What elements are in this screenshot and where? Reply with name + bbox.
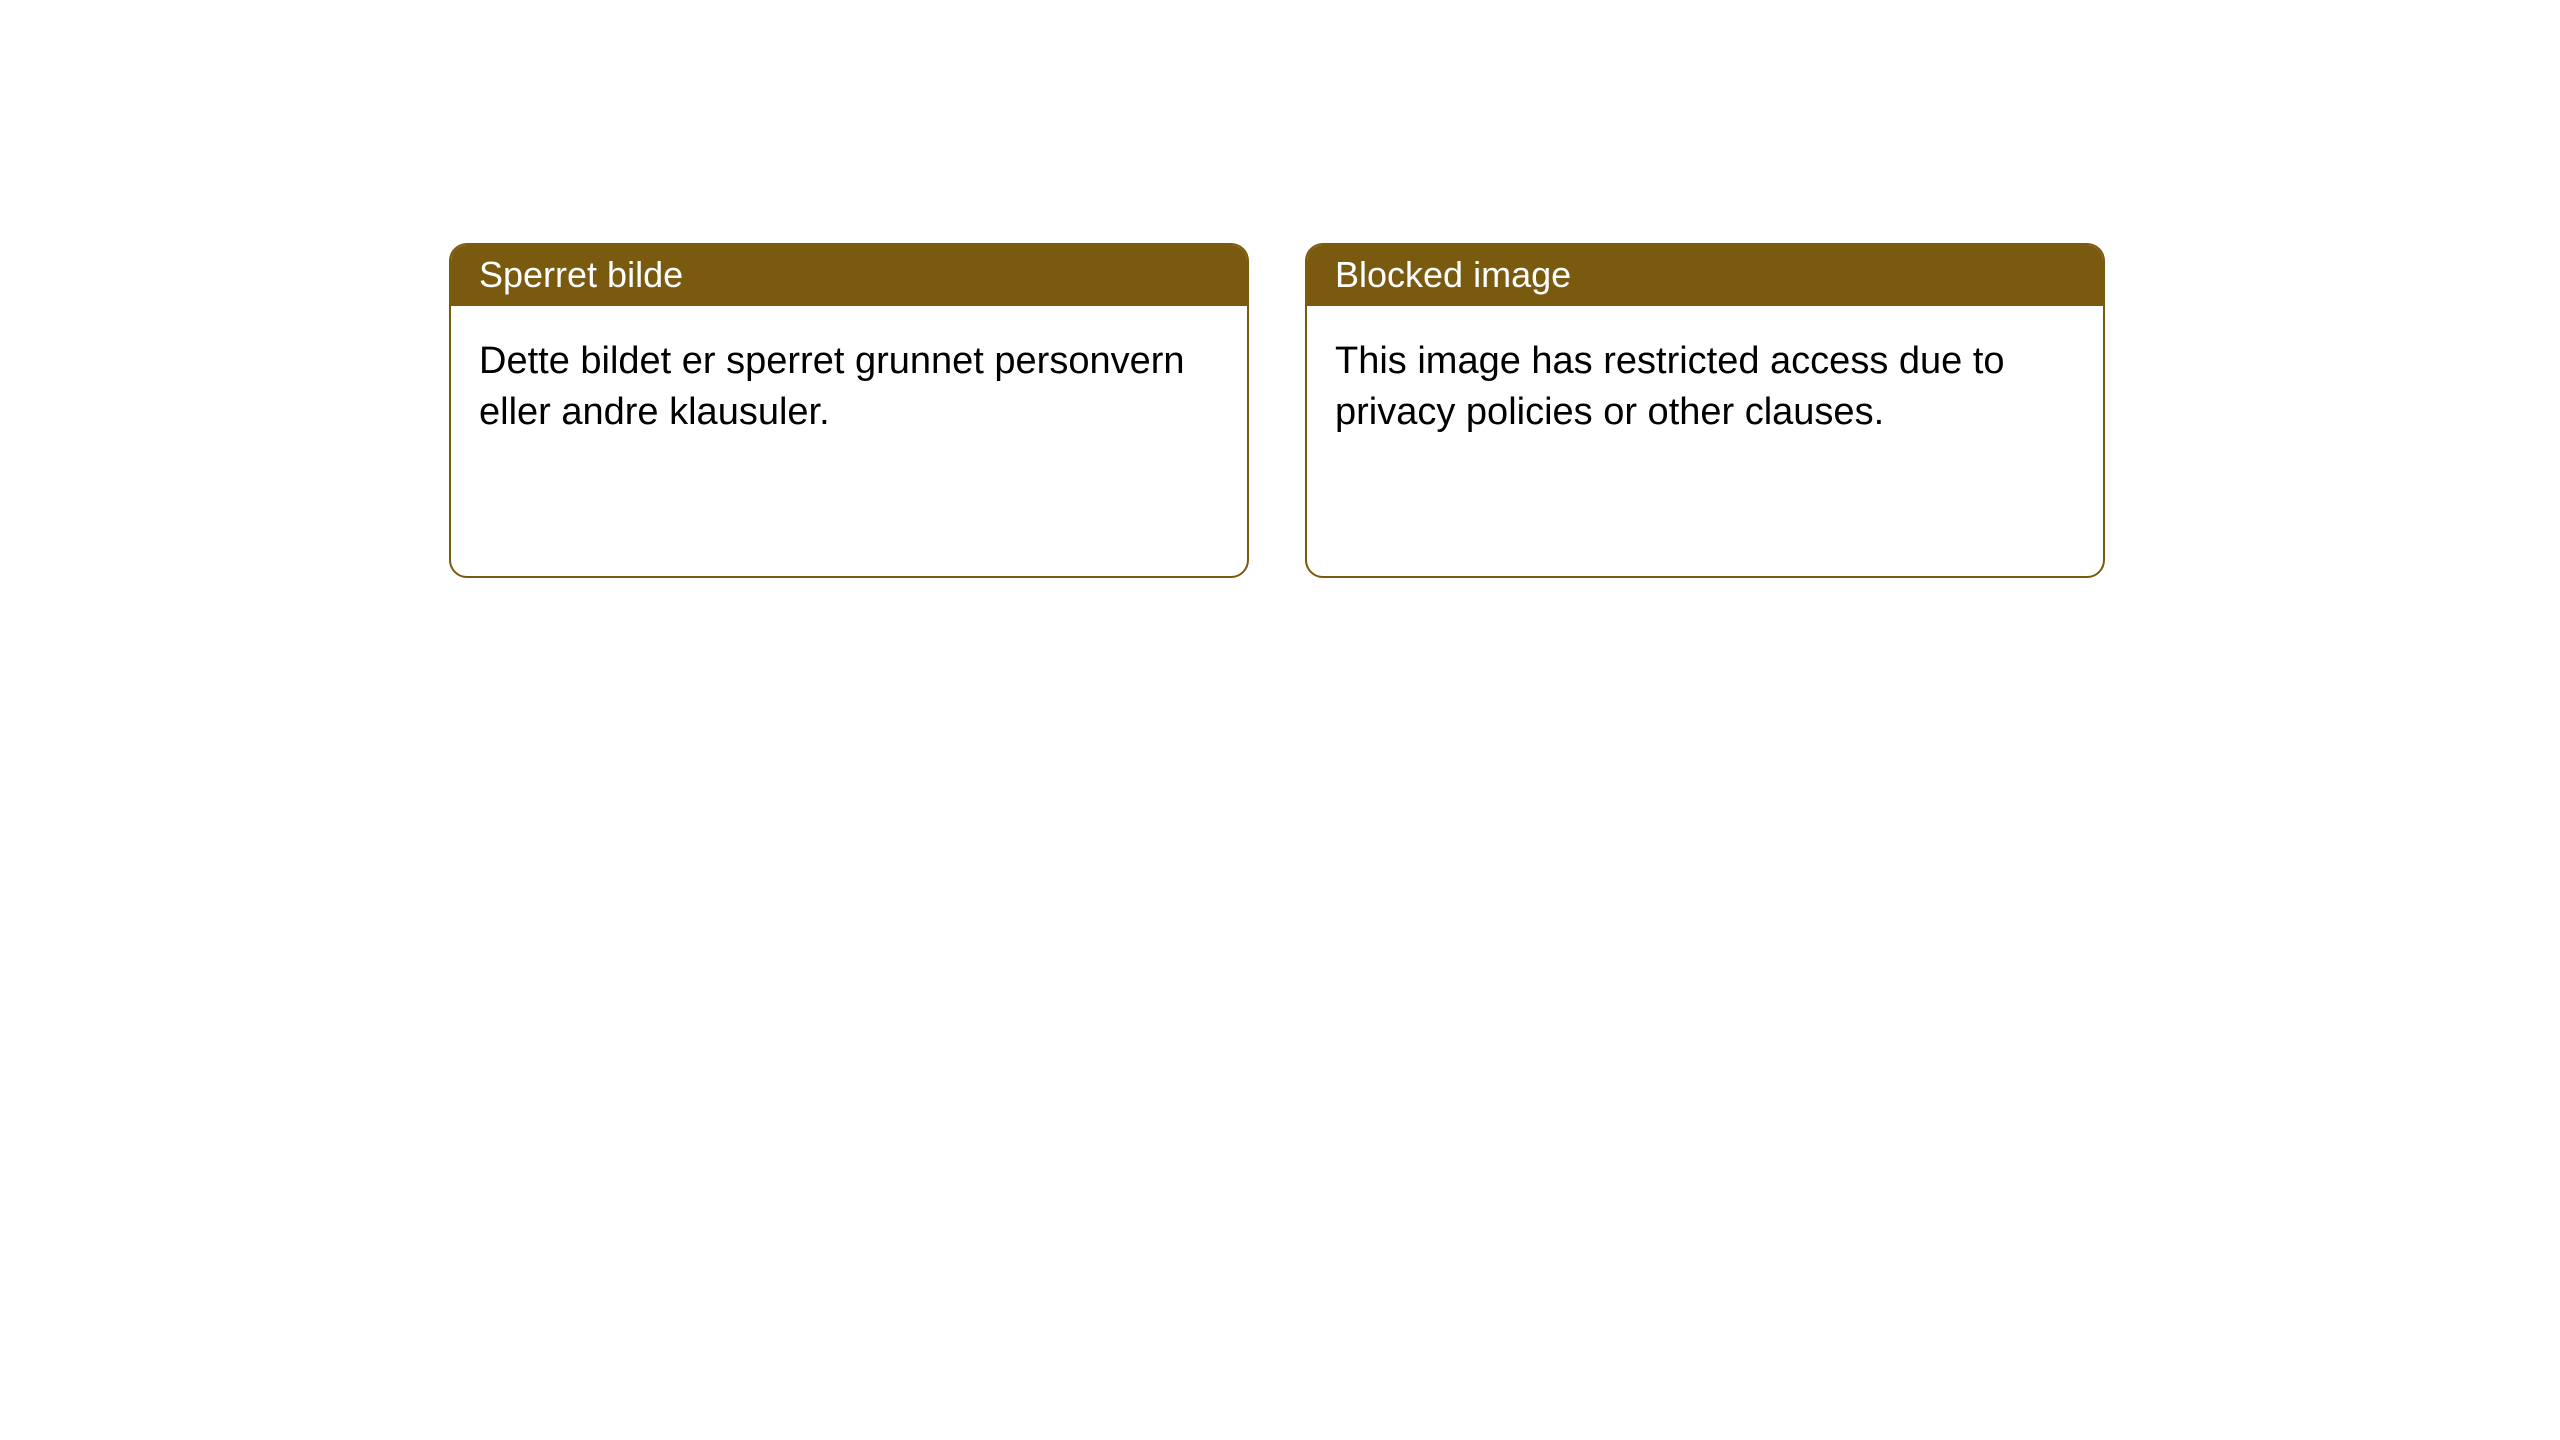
notice-card-english: Blocked image This image has restricted … xyxy=(1305,243,2105,578)
notice-body-text: Dette bildet er sperret grunnet personve… xyxy=(479,340,1185,433)
notice-title: Sperret bilde xyxy=(479,254,683,295)
notice-title: Blocked image xyxy=(1335,254,1571,295)
notice-card-norwegian: Sperret bilde Dette bildet er sperret gr… xyxy=(449,243,1249,578)
notice-body: Dette bildet er sperret grunnet personve… xyxy=(451,306,1247,469)
notice-body-text: This image has restricted access due to … xyxy=(1335,340,2005,433)
notice-header: Blocked image xyxy=(1307,245,2103,306)
notice-container: Sperret bilde Dette bildet er sperret gr… xyxy=(0,0,2560,578)
notice-header: Sperret bilde xyxy=(451,245,1247,306)
notice-body: This image has restricted access due to … xyxy=(1307,306,2103,469)
